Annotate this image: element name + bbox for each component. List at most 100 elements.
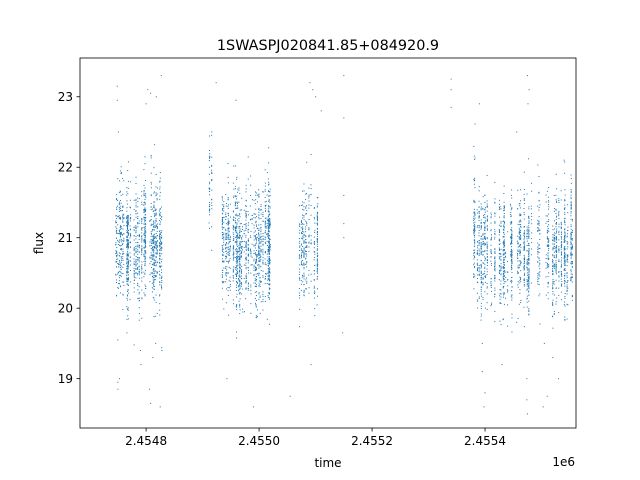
data-point (526, 289, 528, 291)
data-point (239, 257, 240, 259)
data-point (118, 206, 120, 208)
data-point (570, 178, 572, 180)
data-point (474, 225, 476, 227)
data-point (141, 272, 143, 274)
data-point (528, 314, 530, 316)
data-point (253, 282, 255, 284)
data-point (268, 224, 270, 226)
data-point (247, 262, 249, 264)
data-point (567, 255, 569, 257)
data-point (155, 214, 157, 216)
data-point (510, 223, 512, 225)
data-point (268, 267, 270, 269)
data-point (153, 273, 155, 275)
data-point (258, 214, 260, 216)
data-point (499, 298, 501, 300)
data-point (306, 250, 308, 252)
data-point (548, 201, 550, 203)
data-point (116, 279, 118, 281)
data-point (480, 308, 482, 310)
data-point (150, 219, 152, 221)
data-point (237, 251, 239, 253)
data-point (245, 200, 247, 202)
data-point (305, 242, 307, 244)
data-point (138, 235, 140, 237)
data-point (264, 250, 266, 252)
data-point (303, 255, 305, 257)
data-point (483, 262, 485, 264)
data-point (571, 266, 573, 268)
data-point (145, 242, 147, 244)
data-point (523, 198, 525, 200)
data-point (519, 238, 521, 240)
data-point (528, 284, 530, 286)
data-point (253, 265, 255, 267)
data-point (538, 274, 540, 276)
data-point (133, 287, 135, 289)
data-point (117, 271, 119, 273)
chart-title: 1SWASPJ020841.85+084920.9 (217, 38, 439, 54)
data-point (253, 275, 255, 277)
data-point (527, 231, 529, 233)
data-point (570, 182, 572, 184)
data-point (245, 213, 247, 215)
data-point (555, 270, 557, 272)
data-point (528, 206, 530, 208)
data-point (558, 201, 560, 203)
data-point (150, 248, 152, 249)
data-point (127, 219, 129, 221)
data-point (299, 278, 301, 280)
data-point (560, 223, 562, 225)
data-point (299, 258, 301, 260)
data-point (126, 332, 128, 334)
data-point (229, 203, 231, 205)
data-point (484, 208, 486, 210)
data-point (119, 274, 121, 276)
data-point (241, 236, 243, 238)
data-point (523, 233, 525, 235)
data-point (538, 244, 540, 246)
data-point (264, 232, 266, 234)
data-point (129, 228, 131, 230)
data-point (500, 248, 502, 250)
data-point (484, 275, 486, 277)
data-point (118, 255, 120, 257)
data-point (227, 254, 229, 256)
data-point (264, 185, 266, 187)
data-point (128, 265, 130, 267)
data-point (523, 238, 525, 240)
data-point (564, 296, 566, 298)
data-point (558, 231, 560, 233)
data-point (155, 194, 157, 196)
data-point (474, 267, 476, 269)
data-point (117, 339, 119, 341)
data-point (473, 218, 475, 220)
data-point (511, 232, 513, 234)
data-point (225, 232, 227, 234)
data-point (239, 305, 241, 307)
data-point (144, 244, 146, 246)
data-point (474, 187, 476, 189)
data-point (503, 283, 505, 285)
data-point (474, 123, 476, 125)
data-point (258, 274, 260, 276)
data-point (122, 281, 124, 283)
data-point (127, 240, 129, 242)
data-point (155, 275, 157, 277)
data-point (305, 226, 307, 228)
data-point (238, 227, 240, 229)
data-point (235, 264, 237, 266)
data-point (511, 246, 513, 248)
data-point (232, 182, 234, 184)
data-point (306, 161, 308, 163)
data-point (145, 214, 147, 216)
data-point (564, 204, 566, 206)
data-point (570, 204, 572, 206)
data-point (264, 277, 266, 279)
data-point (474, 236, 476, 238)
data-point (117, 241, 119, 243)
data-point (511, 262, 513, 264)
data-point (149, 256, 151, 258)
data-point (490, 256, 492, 258)
data-point (555, 250, 557, 252)
